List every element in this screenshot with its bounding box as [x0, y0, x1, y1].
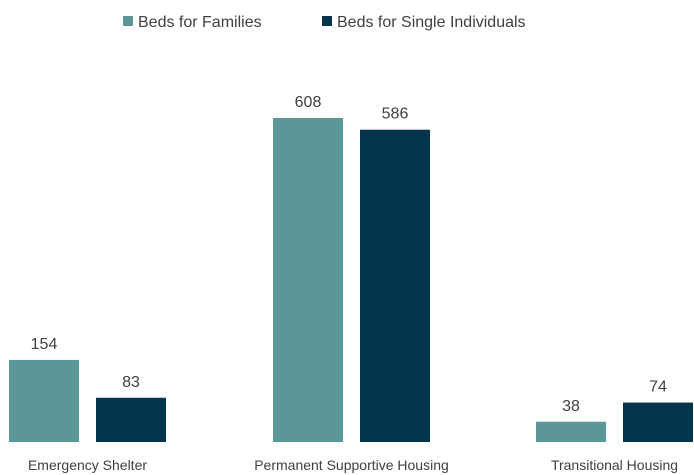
- bar-emergency-shelter-beds-for-families: [9, 359, 79, 442]
- data-label-permanent-supportive-housing-beds-for-families: 608: [295, 94, 322, 111]
- data-label-transitional-housing-beds-for-families: 38: [562, 398, 580, 415]
- bars-group: 154 83 Emergency Shelter 608 586 Permanent Su…: [9, 94, 693, 473]
- bar-emergency-shelter-beds-for-single-individuals: [96, 397, 166, 442]
- data-label-transitional-housing-beds-for-single-individuals: 74: [649, 379, 667, 396]
- bar-permanent-supportive-housing-beds-for-single-individuals: [360, 129, 430, 442]
- data-label-permanent-supportive-housing-beds-for-single-individuals: 586: [382, 106, 409, 123]
- legend-swatch-beds-for-families: [123, 16, 133, 26]
- legend-label-beds-for-families: Beds for Families: [138, 14, 262, 31]
- bar-transitional-housing-beds-for-families: [536, 421, 606, 442]
- legend: Beds for Families Beds for Single Individ…: [123, 14, 526, 31]
- bar-transitional-housing-beds-for-single-individuals: [623, 402, 693, 442]
- category-label-permanent-supportive-housing: Permanent Supportive Housing: [254, 457, 449, 473]
- data-label-emergency-shelter-beds-for-single-individuals: 83: [122, 374, 140, 391]
- category-label-emergency-shelter: Emergency Shelter: [28, 457, 147, 473]
- data-label-emergency-shelter-beds-for-families: 154: [31, 336, 58, 353]
- legend-swatch-beds-for-single-individuals: [322, 16, 332, 26]
- legend-label-beds-for-single-individuals: Beds for Single Individuals: [337, 14, 526, 31]
- category-label-transitional-housing: Transitional Housing: [551, 457, 678, 473]
- bar-permanent-supportive-housing-beds-for-families: [273, 118, 343, 442]
